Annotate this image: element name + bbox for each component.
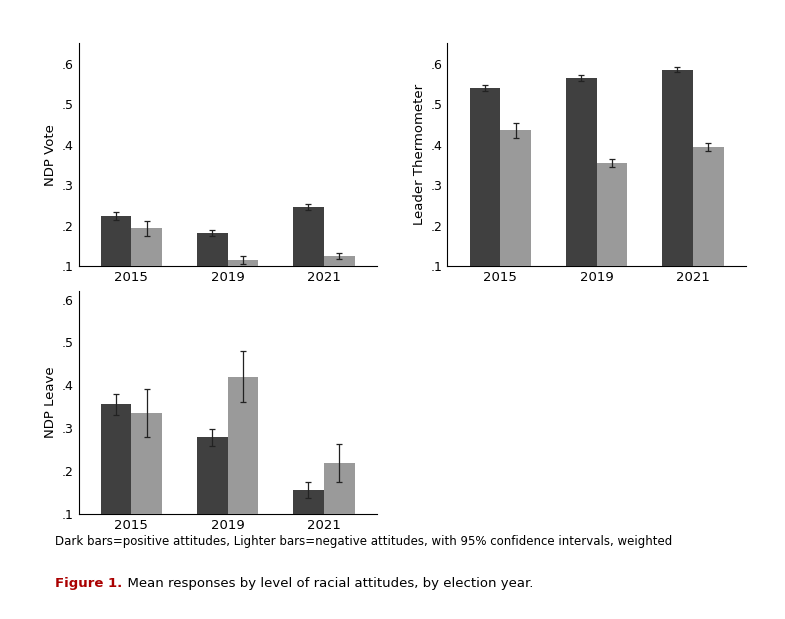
Y-axis label: NDP Leave: NDP Leave: [45, 366, 57, 438]
Bar: [228, 376, 258, 556]
Bar: [131, 228, 162, 306]
Bar: [197, 438, 228, 556]
Bar: [197, 233, 228, 306]
Bar: [293, 490, 324, 556]
Bar: [566, 78, 597, 306]
Y-axis label: Leader Thermometer: Leader Thermometer: [414, 84, 426, 225]
Bar: [100, 216, 131, 306]
Bar: [131, 413, 162, 556]
Bar: [469, 88, 500, 306]
Text: Dark bars=positive attitudes, Lighter bars=negative attitudes, with 95% confiden: Dark bars=positive attitudes, Lighter ba…: [55, 535, 672, 548]
Bar: [597, 163, 627, 306]
Y-axis label: NDP Vote: NDP Vote: [45, 124, 57, 186]
Bar: [228, 260, 258, 306]
Bar: [293, 207, 324, 306]
Bar: [324, 463, 355, 556]
Bar: [662, 70, 693, 306]
Text: Figure 1.: Figure 1.: [55, 577, 122, 590]
Bar: [324, 256, 355, 306]
Bar: [100, 404, 131, 556]
Bar: [693, 147, 724, 306]
Text: Mean responses by level of racial attitudes, by election year.: Mean responses by level of racial attitu…: [119, 577, 534, 590]
Bar: [500, 131, 531, 306]
